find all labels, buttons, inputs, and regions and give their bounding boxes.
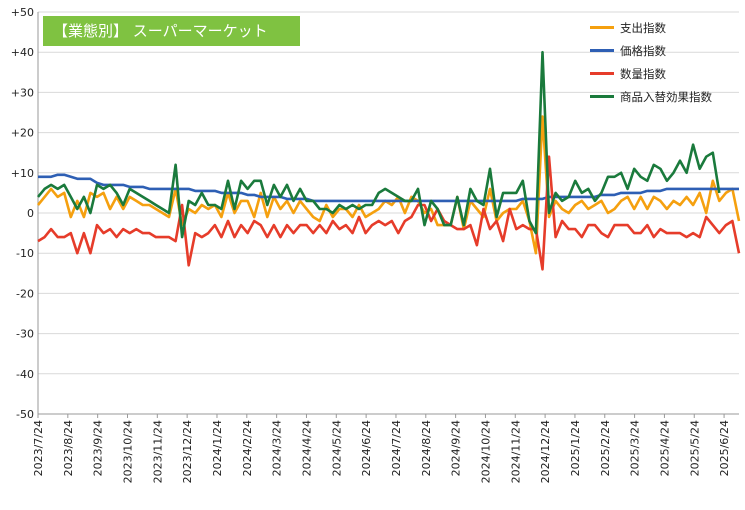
legend-item: 価格指数 (590, 39, 712, 62)
y-tick-label: -40 (16, 368, 34, 381)
x-tick-label: 2024/4/24 (300, 420, 313, 476)
y-tick-label: -10 (16, 247, 34, 260)
x-tick-label: 2023/10/24 (121, 420, 134, 483)
x-tick-label: 2025/6/24 (718, 420, 731, 476)
x-tick-label: 2025/4/24 (658, 420, 671, 476)
x-tick-label: 2024/9/24 (450, 420, 463, 476)
x-tick-label: 2024/8/24 (420, 420, 433, 476)
x-tick-label: 2023/9/24 (92, 420, 105, 476)
x-tick-label: 2024/2/24 (241, 420, 254, 476)
legend-label: 商品入替効果指数 (620, 89, 712, 104)
y-tick-label: +10 (11, 167, 34, 180)
x-tick-label: 2024/5/24 (330, 420, 343, 476)
x-tick-label: 2024/12/24 (539, 420, 552, 483)
y-tick-label: +30 (11, 86, 34, 99)
series-line-1 (38, 173, 739, 203)
legend-item: 支出指数 (590, 16, 712, 39)
x-tick-label: 2023/12/24 (181, 420, 194, 483)
x-tick-label: 2024/11/24 (509, 420, 522, 483)
x-tick-label: 2023/8/24 (62, 420, 75, 476)
x-tick-label: 2023/7/24 (32, 420, 45, 476)
x-tick-label: 2024/1/24 (211, 420, 224, 476)
series-line-3 (36, 50, 721, 239)
legend-item: 数量指数 (590, 62, 712, 85)
legend-swatch (590, 72, 614, 75)
legend-swatch (590, 49, 614, 52)
x-tick-label: 2025/1/24 (569, 420, 582, 476)
series-line-2 (37, 155, 741, 271)
chart-legend: 支出指数価格指数数量指数商品入替効果指数 (590, 16, 712, 108)
x-tick-label: 2024/3/24 (271, 420, 284, 476)
legend-swatch (590, 95, 614, 98)
y-tick-label: +40 (11, 46, 34, 59)
legend-label: 支出指数 (620, 20, 666, 35)
x-tick-label: 2025/3/24 (629, 420, 642, 476)
y-tick-label: -50 (16, 408, 34, 421)
y-tick-label: +50 (11, 6, 34, 19)
legend-label: 数量指数 (620, 66, 666, 81)
x-tick-label: 2025/2/24 (599, 420, 612, 476)
y-tick-label: 0 (27, 207, 34, 220)
x-tick-label: 2023/11/24 (151, 420, 164, 483)
y-tick-label: -20 (16, 287, 34, 300)
legend-label: 価格指数 (620, 43, 666, 58)
chart-title: 【業態別】 スーパーマーケット (43, 16, 300, 46)
legend-swatch (590, 26, 614, 29)
x-tick-label: 2024/6/24 (360, 420, 373, 476)
series-line-0 (36, 115, 741, 255)
x-tick-label: 2025/5/24 (688, 420, 701, 476)
y-tick-label: -30 (16, 328, 34, 341)
x-tick-label: 2024/10/24 (479, 420, 492, 483)
x-tick-label: 2024/7/24 (390, 420, 403, 476)
legend-item: 商品入替効果指数 (590, 85, 712, 108)
y-tick-label: +20 (11, 127, 34, 140)
